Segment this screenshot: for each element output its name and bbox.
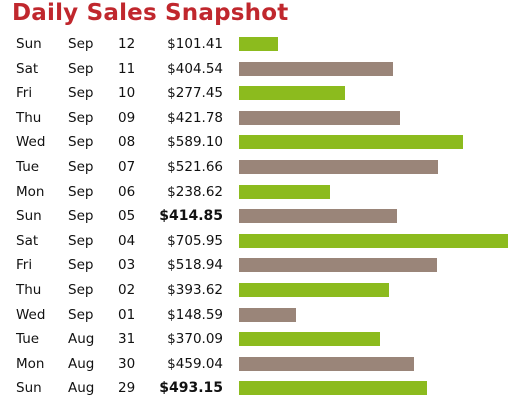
amount-label: $518.94 (167, 257, 223, 274)
amount-label: $421.78 (167, 109, 223, 126)
sales-row: Sat Sep 11 $404.54 (0, 58, 520, 83)
sales-bar (239, 135, 464, 150)
sales-bar (239, 209, 398, 224)
sales-row: Thu Sep 09 $421.78 (0, 107, 520, 132)
month-label: Sep (68, 183, 94, 200)
date-label: 01 (118, 306, 136, 323)
month-label: Sep (68, 208, 94, 225)
sales-bar (239, 86, 345, 101)
date-label: 07 (118, 158, 136, 175)
day-label: Wed (16, 306, 46, 323)
month-label: Sep (68, 257, 94, 274)
sales-row: Sun Sep 12 $101.41 (0, 33, 520, 58)
amount-label: $148.59 (167, 306, 223, 323)
date-label: 08 (118, 134, 136, 151)
month-label: Sep (68, 134, 94, 151)
date-label: 02 (118, 281, 136, 298)
sales-bar (239, 282, 389, 297)
amount-label: $414.85 (159, 208, 223, 225)
sales-row: Thu Sep 02 $393.62 (0, 279, 520, 304)
sales-bar (239, 110, 400, 125)
day-label: Sun (16, 208, 42, 225)
sales-bar (239, 332, 381, 347)
day-label: Tue (16, 331, 40, 348)
sales-bar (239, 61, 394, 76)
date-label: 30 (118, 355, 136, 372)
day-label: Fri (16, 257, 33, 274)
date-label: 29 (118, 380, 136, 397)
amount-label: $404.54 (167, 60, 223, 77)
sales-bar (239, 159, 438, 174)
sales-row: Sat Sep 04 $705.95 (0, 230, 520, 255)
month-label: Sep (68, 36, 94, 52)
month-label: Sep (68, 60, 94, 77)
day-label: Thu (16, 109, 42, 126)
day-label: Tue (16, 158, 40, 175)
amount-label: $277.45 (167, 85, 223, 102)
sales-bar (239, 356, 414, 371)
sales-rows: Sun Sep 12 $101.41 Sat Sep 11 $404.54 Fri Sep 10 $2… (0, 33, 520, 402)
month-label: Aug (68, 355, 95, 372)
month-label: Aug (68, 331, 95, 348)
day-label: Fri (16, 85, 33, 102)
day-label: Mon (16, 183, 45, 200)
sales-row: Mon Aug 30 $459.04 (0, 353, 520, 378)
amount-label: $705.95 (167, 232, 223, 249)
chart-title: Daily Sales Snapshot (12, 0, 289, 26)
amount-label: $589.10 (167, 134, 223, 151)
date-label: 03 (118, 257, 136, 274)
date-label: 10 (118, 85, 136, 102)
date-label: 05 (118, 208, 136, 225)
sales-row: Sun Aug 29 $493.15 (0, 377, 520, 402)
day-label: Sat (16, 232, 39, 249)
month-label: Aug (68, 380, 95, 397)
amount-label: $370.09 (167, 331, 223, 348)
date-label: 31 (118, 331, 136, 348)
day-label: Wed (16, 134, 46, 151)
month-label: Sep (68, 232, 94, 249)
date-label: 06 (118, 183, 136, 200)
sales-row: Wed Sep 01 $148.59 (0, 304, 520, 329)
date-label: 09 (118, 109, 136, 126)
day-label: Thu (16, 281, 42, 298)
month-label: Sep (68, 306, 94, 323)
month-label: Sep (68, 158, 94, 175)
sales-bar (239, 258, 437, 273)
month-label: Sep (68, 109, 94, 126)
sales-row: Fri Sep 10 $277.45 (0, 82, 520, 107)
sales-bar (239, 307, 296, 322)
month-label: Sep (68, 281, 94, 298)
sales-row: Mon Sep 06 $238.62 (0, 181, 520, 206)
amount-label: $493.15 (159, 380, 223, 397)
month-label: Sep (68, 85, 94, 102)
day-label: Sun (16, 380, 42, 397)
day-label: Mon (16, 355, 45, 372)
amount-label: $393.62 (167, 281, 223, 298)
amount-label: $238.62 (167, 183, 223, 200)
sales-bar (239, 37, 278, 51)
sales-row: Wed Sep 08 $589.10 (0, 131, 520, 156)
sales-bar (239, 233, 508, 248)
sales-bar (239, 184, 330, 199)
sales-row: Sun Sep 05 $414.85 (0, 205, 520, 230)
sales-row: Tue Aug 31 $370.09 (0, 328, 520, 353)
sales-row: Tue Sep 07 $521.66 (0, 156, 520, 181)
amount-label: $101.41 (167, 36, 223, 52)
amount-label: $521.66 (167, 158, 223, 175)
sales-bar (239, 381, 427, 396)
date-label: 04 (118, 232, 136, 249)
day-label: Sat (16, 60, 39, 77)
date-label: 11 (118, 60, 136, 77)
date-label: 12 (118, 36, 136, 52)
amount-label: $459.04 (167, 355, 223, 372)
day-label: Sun (16, 36, 42, 52)
sales-row: Fri Sep 03 $518.94 (0, 254, 520, 279)
